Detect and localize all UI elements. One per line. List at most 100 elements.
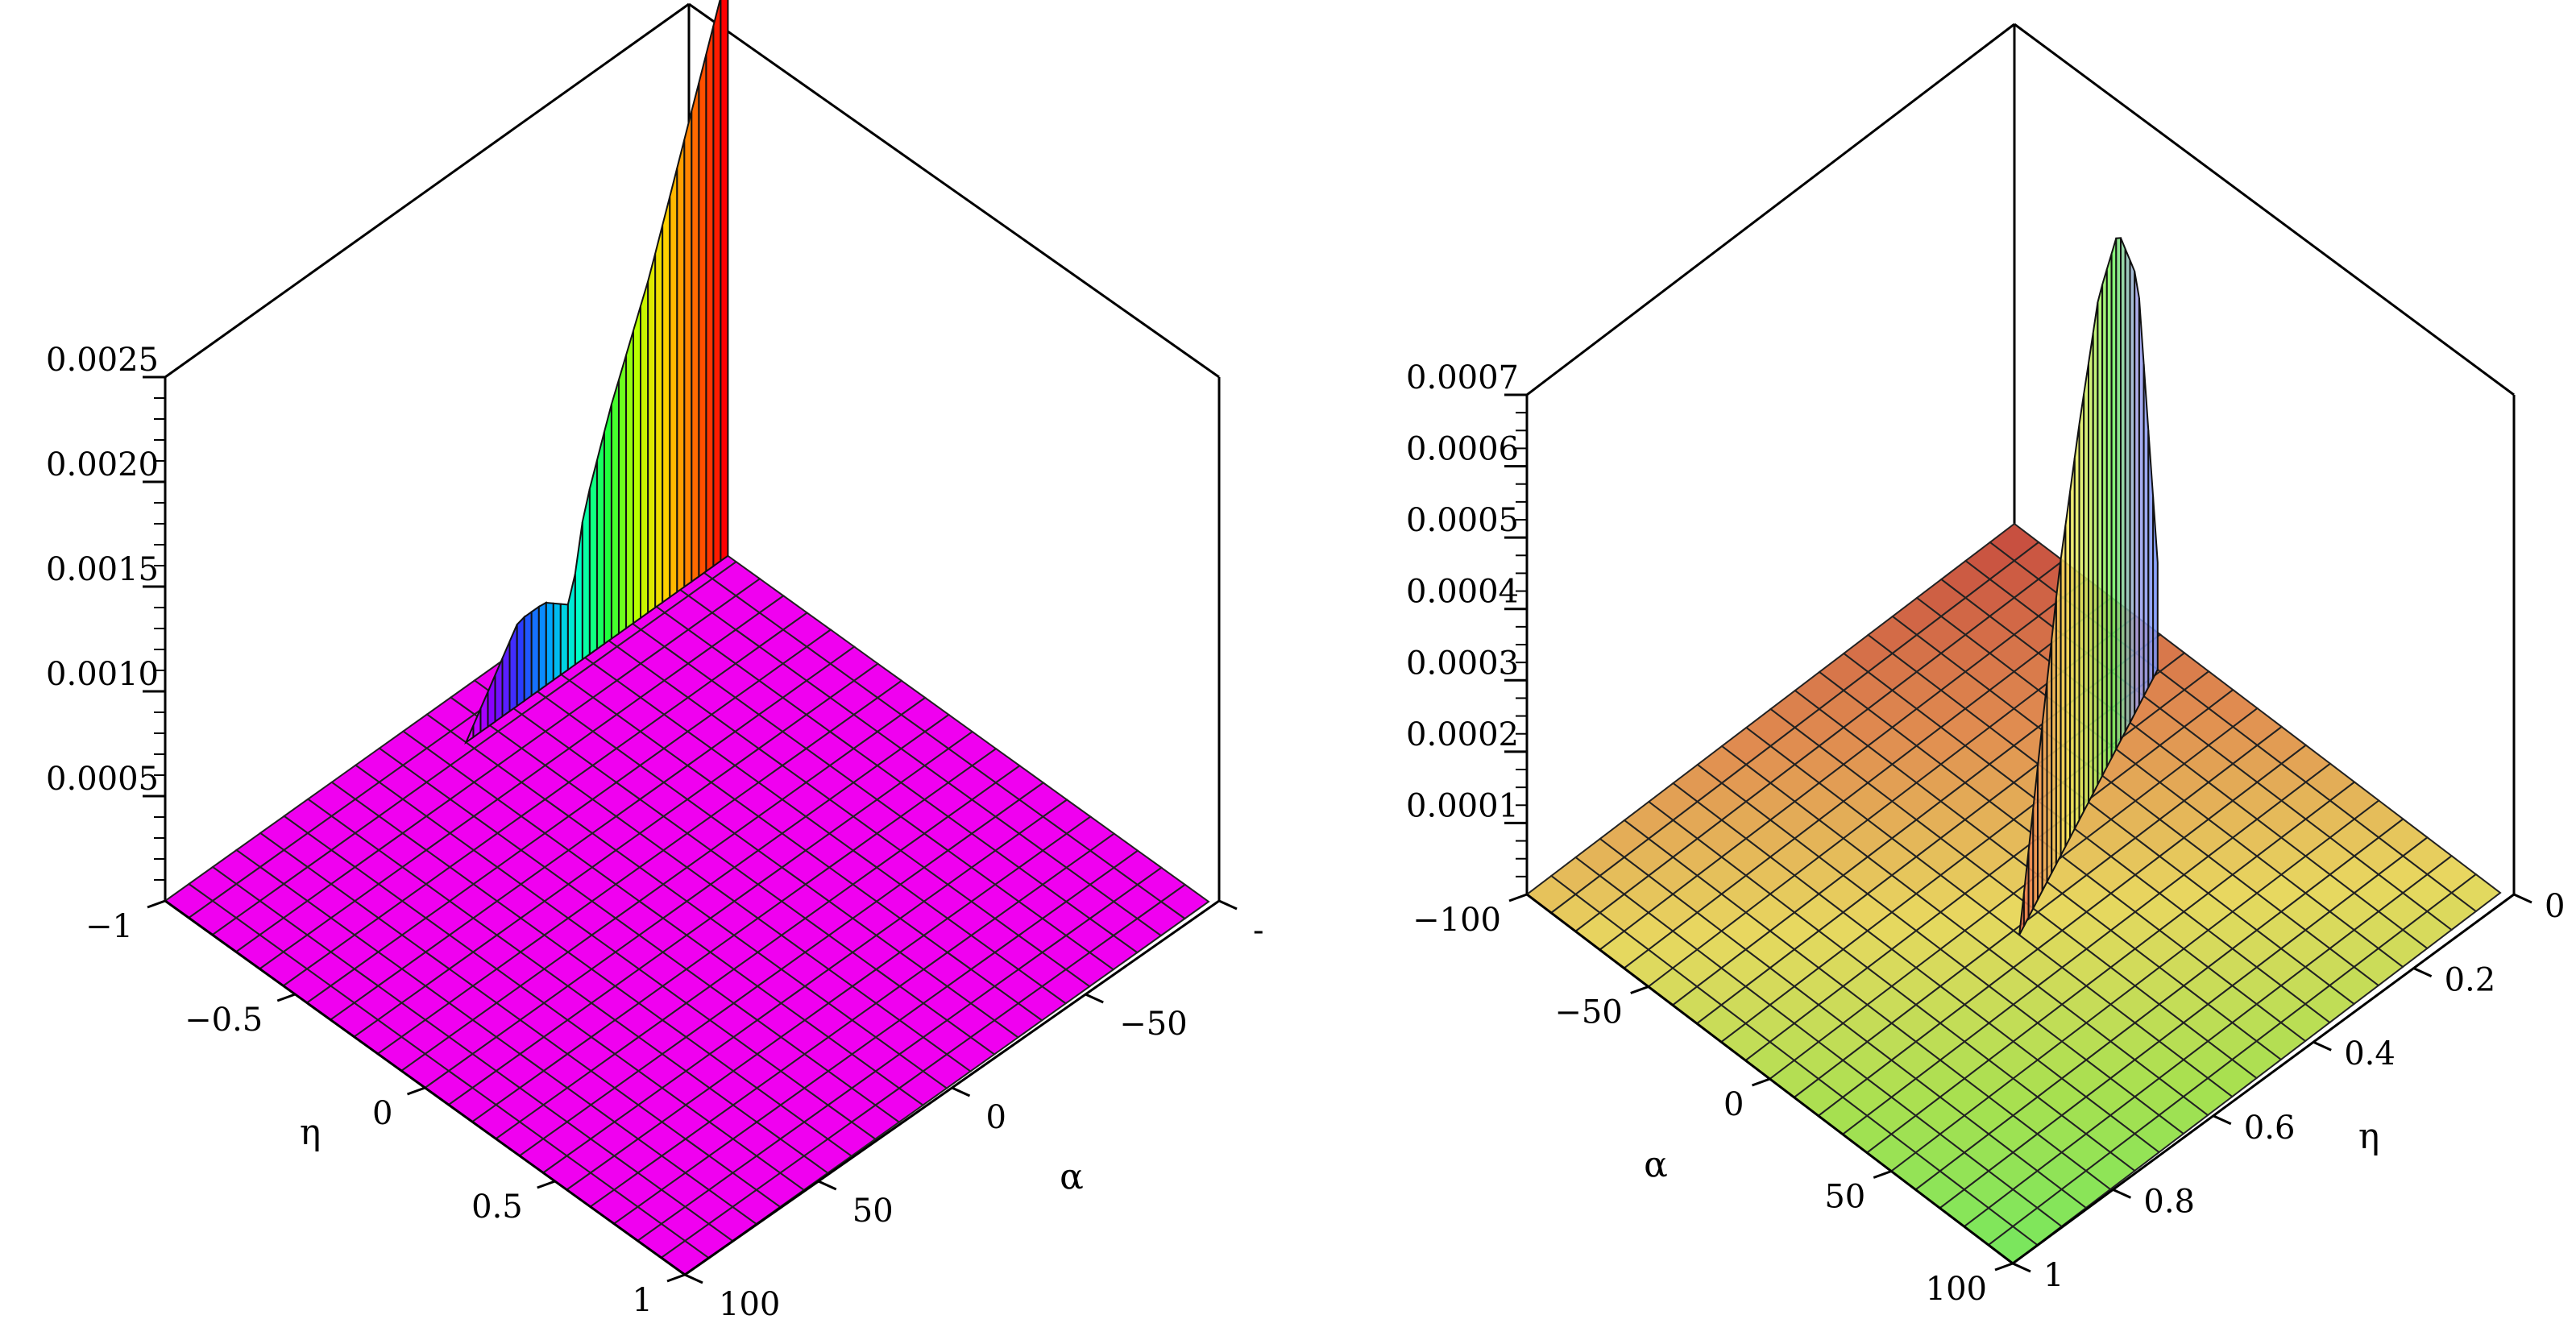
eta-tick-label: 1 [2043,1257,2064,1294]
surface-ridge-strip [625,330,634,630]
surface-ridge-strip [559,603,569,677]
eta-tick-label: 0 [2545,888,2565,925]
eta-tick [537,1180,556,1189]
surface-ridge-strip [464,725,475,745]
eta-axis-label: η [300,1112,321,1153]
eta-tick [406,1086,426,1096]
surface-ridge-strip [588,460,598,656]
surface-ridge-strip [523,610,533,703]
surface-ridge-strip [508,624,518,713]
surface-ridge-strip [603,404,612,646]
eta-tick [147,899,166,909]
eta-tick [2513,893,2532,904]
eta-tick-label: 0.5 [471,1189,523,1226]
box-edge [2012,893,2515,1265]
surface-plot-right: −100 −50 0 50 100 α 0 0.2 0.4 0.6 0.8 1 η 0.0001 0.000… [1406,23,2565,1308]
eta-tick [2012,1262,2031,1273]
alpha-tick-label: −100 [1412,902,1501,939]
alpha-tick [1218,899,1238,911]
surface-ridge-strip [647,253,657,615]
box-edge [2014,23,2515,396]
surface-ridge-strip [516,615,525,708]
surface-floor-cell [1159,883,1210,920]
alpha-tick [818,1180,837,1191]
surface-ridge-strip [595,431,605,651]
eta-tick [2213,1114,2232,1126]
eta-tick-label: −0.5 [185,1002,263,1039]
alpha-tick [1751,1077,1771,1087]
eta-tick-label: 0 [372,1095,392,1132]
surface-ridge-strip [720,0,729,563]
box-edge [1526,23,2015,396]
eta-tick-label: 0.8 [2143,1183,2195,1220]
surface-ridge-strip [669,168,678,599]
box-edge [688,2,1220,379]
surface-ridge-strip [537,601,547,692]
z-tick-label: 0.0010 [46,656,159,693]
surface-ridge-strip [552,602,562,682]
surface-ridge-strip [501,641,511,719]
alpha-tick [1630,985,1649,994]
eta-tick [276,993,296,1002]
alpha-tick-label: −50 [1554,994,1622,1031]
z-tick-label: 0.0005 [1406,502,1519,539]
eta-tick [2112,1189,2132,1199]
eta-tick [2412,967,2433,977]
eta-tick [666,1273,686,1283]
alpha-tick-label: −50 [1119,1006,1187,1043]
surface-ridge-strip [676,139,686,594]
alpha-axis-label: α [1060,1156,1084,1197]
alpha-tick-label: 100 [1926,1271,1987,1308]
surface-ridge-strip [566,573,576,672]
surface-ridge-strip [654,225,664,610]
eta-tick-label: 1 [633,1282,653,1319]
eta-tick-label: 0.6 [2244,1110,2296,1147]
surface-ridge-strip [662,197,671,604]
surface-ridge-strip [574,521,583,666]
alpha-axis-label: α [1644,1144,1668,1185]
box-edge [164,2,690,379]
alpha-tick-label: 100 [719,1286,780,1323]
surface-ridge-strip [610,380,620,641]
surface-ridge-strip [581,488,591,662]
surface-ridge-strip [530,605,540,698]
surface-ridge-strip [618,355,627,636]
surface-ridge-strip [633,305,641,625]
surface-ridge-strip [2152,496,2159,679]
surface-ridge-strip [698,54,707,579]
alpha-tick-label: 50 [1824,1179,1865,1216]
z-tick-label: 0.0003 [1406,645,1519,682]
alpha-tick [684,1273,703,1284]
eta-tick-label: 0.4 [2344,1035,2396,1072]
alpha-tick [1508,893,1528,902]
alpha-tick [1994,1262,2014,1272]
z-tick-label: 0.0015 [46,551,159,588]
eta-tick [2313,1040,2332,1052]
z-tick-label: 0.0004 [1406,574,1519,611]
alpha-tick [1873,1170,1892,1179]
surface-ridge-strip [712,0,722,568]
surface-ridge-strip [705,26,715,574]
eta-axis-label: η [2358,1116,2379,1157]
eta-tick-label: −1 [85,908,133,945]
alpha-tick [1085,993,1104,1004]
alpha-tick [951,1086,971,1097]
alpha-tick-label: 0 [1724,1086,1744,1123]
surface-ridge-strip [640,281,649,620]
z-tick-label: 0.0020 [46,446,159,483]
eta-tick-label: 0.2 [2445,962,2496,999]
surface-ridge-strip [691,82,700,583]
alpha-tick-label: 50 [852,1193,894,1230]
alpha-tick-label: - [1253,912,1264,949]
z-tick-label: 0.0002 [1406,716,1519,753]
z-tick-label: 0.0006 [1406,431,1519,468]
z-tick-label: 0.0025 [46,342,159,379]
z-tick-label: 0.0001 [1406,787,1519,824]
z-tick-label: 0.0005 [46,761,159,798]
surface-plot-left: −1 −0.5 0 0.5 1 η - −50 0 50 100 α 0.0005 0.0010 0.001… [46,0,1264,1323]
surface-ridge-strip [683,111,693,589]
z-tick-label: 0.0007 [1406,359,1519,396]
alpha-tick-label: 0 [986,1099,1006,1136]
surface-ridge-strip [545,601,554,687]
